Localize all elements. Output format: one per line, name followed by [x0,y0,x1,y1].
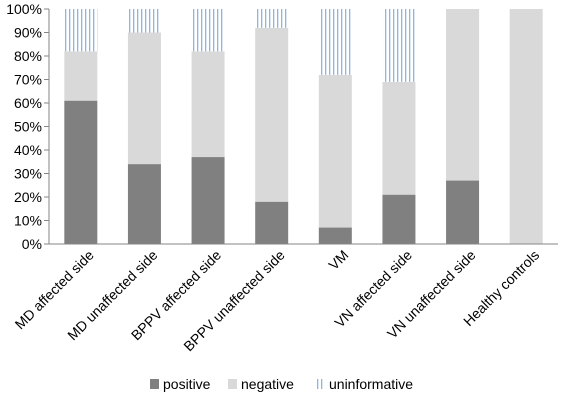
y-tick-label: 30% [14,166,42,182]
bar-segment-uninformative [382,9,416,82]
y-tick-label: 0% [22,236,42,252]
legend-swatch-positive [150,379,159,389]
bar-segment-positive [127,164,161,244]
legend-label-positive: positive [163,376,211,392]
bar-segment-positive [64,100,98,245]
legend-label-uninformative: uninformative [329,376,413,392]
bar-segment-negative [191,51,225,158]
y-tick-label: 70% [14,72,42,88]
bar-segment-positive [255,201,289,244]
bar-segment-positive [382,194,416,244]
y-tick-label: 10% [14,213,42,229]
bar-segment-uninformative [127,9,161,33]
y-tick-label: 60% [14,95,42,111]
bar-segment-uninformative [255,9,289,28]
legend-label-negative: negative [241,376,294,392]
legend-swatch-uninformative [316,379,325,389]
y-tick-label: 40% [14,142,42,158]
bar-segment-negative [127,32,161,165]
bar-segment-positive [191,157,225,244]
bar-segment-uninformative [318,9,352,75]
y-tick-label: 20% [14,189,42,205]
y-tick-label: 80% [14,48,42,64]
x-category-label: VM [325,247,351,273]
y-tick-label: 50% [14,119,42,135]
bar-segment-positive [446,180,480,244]
bar-segment-negative [382,81,416,195]
bar-segment-negative [446,9,480,181]
bar-segment-positive [318,227,352,244]
bars [64,9,543,245]
bar-segment-negative [318,74,352,228]
y-tick-label: 90% [14,25,42,41]
y-axis: 0% 10% 20% 30% 40% 50% 60% 70% 80% 90% 100% [6,1,50,252]
legend: positive negative uninformative [150,376,413,392]
bar-segment-negative [509,9,543,244]
legend-swatch-negative [228,379,237,389]
bar-segment-uninformative [64,9,98,52]
bar-segment-negative [64,51,98,101]
bar-segment-negative [255,27,289,202]
bar-segment-uninformative [191,9,225,52]
y-tick-label: 100% [6,1,42,17]
